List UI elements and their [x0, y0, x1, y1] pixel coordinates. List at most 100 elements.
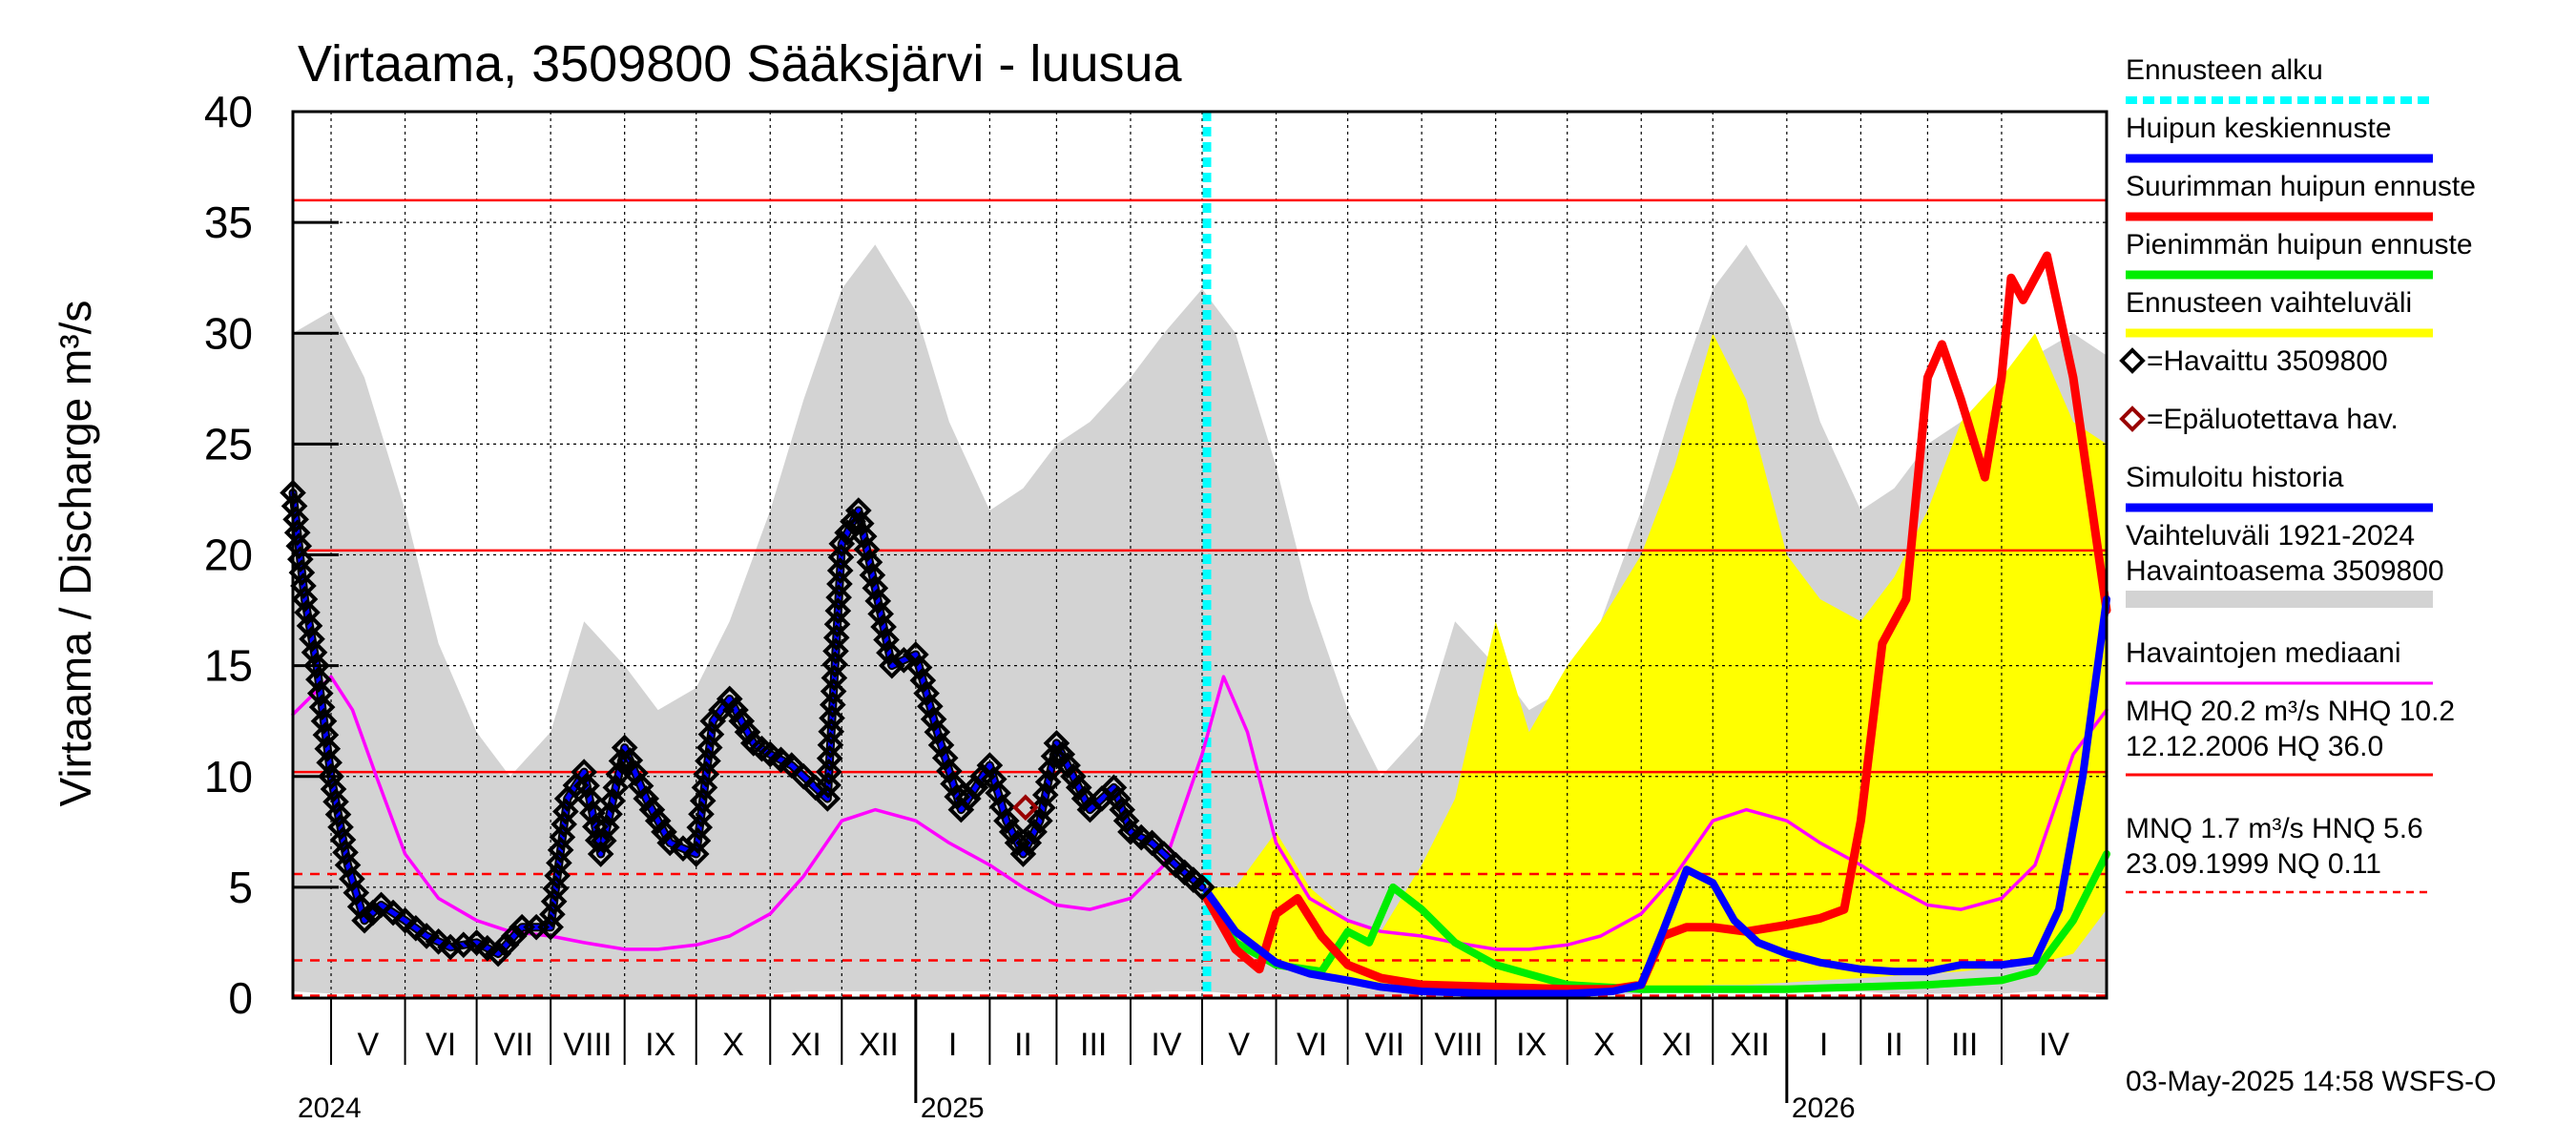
month-label: XII [1730, 1027, 1770, 1063]
observation-marker [549, 823, 576, 851]
observation-marker [656, 829, 684, 857]
observation-marker [940, 770, 966, 798]
observation-marker [853, 535, 881, 563]
month-label: III [1080, 1027, 1107, 1063]
observation-marker [909, 667, 937, 694]
month-label: IV [1151, 1027, 1181, 1063]
observation-marker [593, 814, 620, 841]
observation-marker [314, 735, 342, 762]
observation-marker [816, 744, 843, 772]
observation-marker [695, 747, 721, 775]
y-tick-label: 5 [228, 863, 253, 912]
observation-marker [322, 788, 349, 816]
observation-marker [638, 796, 666, 823]
observation-marker [856, 549, 883, 576]
observation-marker [413, 923, 440, 949]
observation-marker [402, 915, 429, 942]
observation-marker [927, 732, 955, 759]
observation-marker [305, 666, 332, 693]
observation-marker [684, 827, 712, 854]
observation-marker [346, 893, 374, 921]
legend-item: Pienimmän huipun ennuste [2126, 229, 2473, 280]
observation-marker [633, 785, 660, 812]
observation-marker [985, 780, 1011, 806]
series-havaintojen-mediaani [291, 675, 2109, 951]
observation-marker [924, 718, 951, 746]
year-label: 2025 [921, 1093, 985, 1124]
month-label: XI [1662, 1027, 1693, 1063]
y-tick-label: 40 [204, 87, 253, 136]
y-tick-label: 0 [228, 973, 253, 1023]
month-label: VI [1297, 1027, 1327, 1063]
observation-marker [380, 899, 406, 926]
month-label: VIII [1434, 1027, 1483, 1063]
observation-marker [862, 574, 889, 602]
observation-marker [1070, 785, 1098, 812]
observation-marker [920, 705, 947, 733]
month-label: XII [859, 1027, 899, 1063]
observation-marker [351, 906, 378, 934]
observation-marker [1031, 781, 1059, 808]
legend-item: =Havaittu 3509800 [2119, 345, 2388, 377]
legend-item: Suurimman huipun ennuste [2126, 171, 2476, 221]
legend-marker [2119, 347, 2146, 374]
observation-marker [282, 506, 309, 533]
legend-item: Havaintojen mediaani [2126, 637, 2433, 685]
observation-marker [697, 720, 725, 748]
observation-marker [826, 571, 853, 597]
observation-marker [291, 586, 319, 613]
observation-marker [998, 818, 1026, 845]
observation-marker [822, 624, 850, 652]
observation-marker [879, 652, 905, 679]
year-label: 2024 [298, 1093, 362, 1124]
observation-marker [294, 599, 321, 626]
observation-marker [539, 901, 566, 928]
month-label: X [722, 1027, 744, 1063]
observation-marker [976, 752, 1004, 779]
observation-marker [818, 718, 845, 745]
month-label: X [1593, 1027, 1615, 1063]
bands-layer [293, 244, 2107, 998]
legend-label: Vaihteluväli 1921-2024 [2126, 520, 2415, 552]
observation-marker [1040, 742, 1068, 770]
legend-item: Vaihteluväli 1921-2024 Havaintoasema 350… [2126, 520, 2444, 608]
observation-marker [955, 785, 982, 812]
observation-marker [627, 772, 654, 800]
observation-marker [722, 697, 749, 723]
month-label: II [1885, 1027, 1903, 1063]
observation-marker [571, 759, 597, 785]
observation-marker [343, 879, 370, 906]
month-label: IX [1516, 1027, 1547, 1063]
observation-marker [980, 765, 1008, 793]
observation-marker [651, 818, 677, 845]
chart-title: Virtaama, 3509800 Sääksjärvi - luusua [298, 35, 1183, 93]
observation-marker [988, 793, 1016, 821]
observation-marker [850, 523, 878, 550]
observation-marker [318, 762, 344, 790]
observation-marker [1004, 829, 1031, 857]
observation-marker [816, 759, 842, 785]
observation-marker [686, 814, 714, 841]
observation-marker [826, 557, 854, 584]
observation-marker [682, 841, 710, 867]
month-label: VII [494, 1027, 534, 1063]
observation-marker [334, 851, 362, 879]
observation-marker [290, 572, 317, 599]
legend-item: Simuloitu historia [2126, 462, 2433, 512]
observation-marker [870, 614, 897, 640]
observation-marker [693, 760, 720, 788]
legend-label: =Havaittu 3509800 [2147, 345, 2388, 377]
observation-marker [716, 685, 743, 713]
observation-marker [611, 734, 638, 761]
observation-marker [873, 626, 900, 654]
month-label: XI [791, 1027, 821, 1063]
observation-marker [931, 744, 959, 772]
observation-marker [936, 758, 963, 784]
observation-marker [905, 654, 933, 681]
footer-timestamp: 03-May-2025 14:58 WSFS-O [2126, 1066, 2497, 1097]
legend-label: 23.09.1999 NQ 0.11 [2126, 848, 2381, 880]
month-label: IV [2039, 1027, 2069, 1063]
observation-marker [425, 927, 452, 955]
legend-label: Ennusteen vaihteluväli [2126, 287, 2412, 319]
